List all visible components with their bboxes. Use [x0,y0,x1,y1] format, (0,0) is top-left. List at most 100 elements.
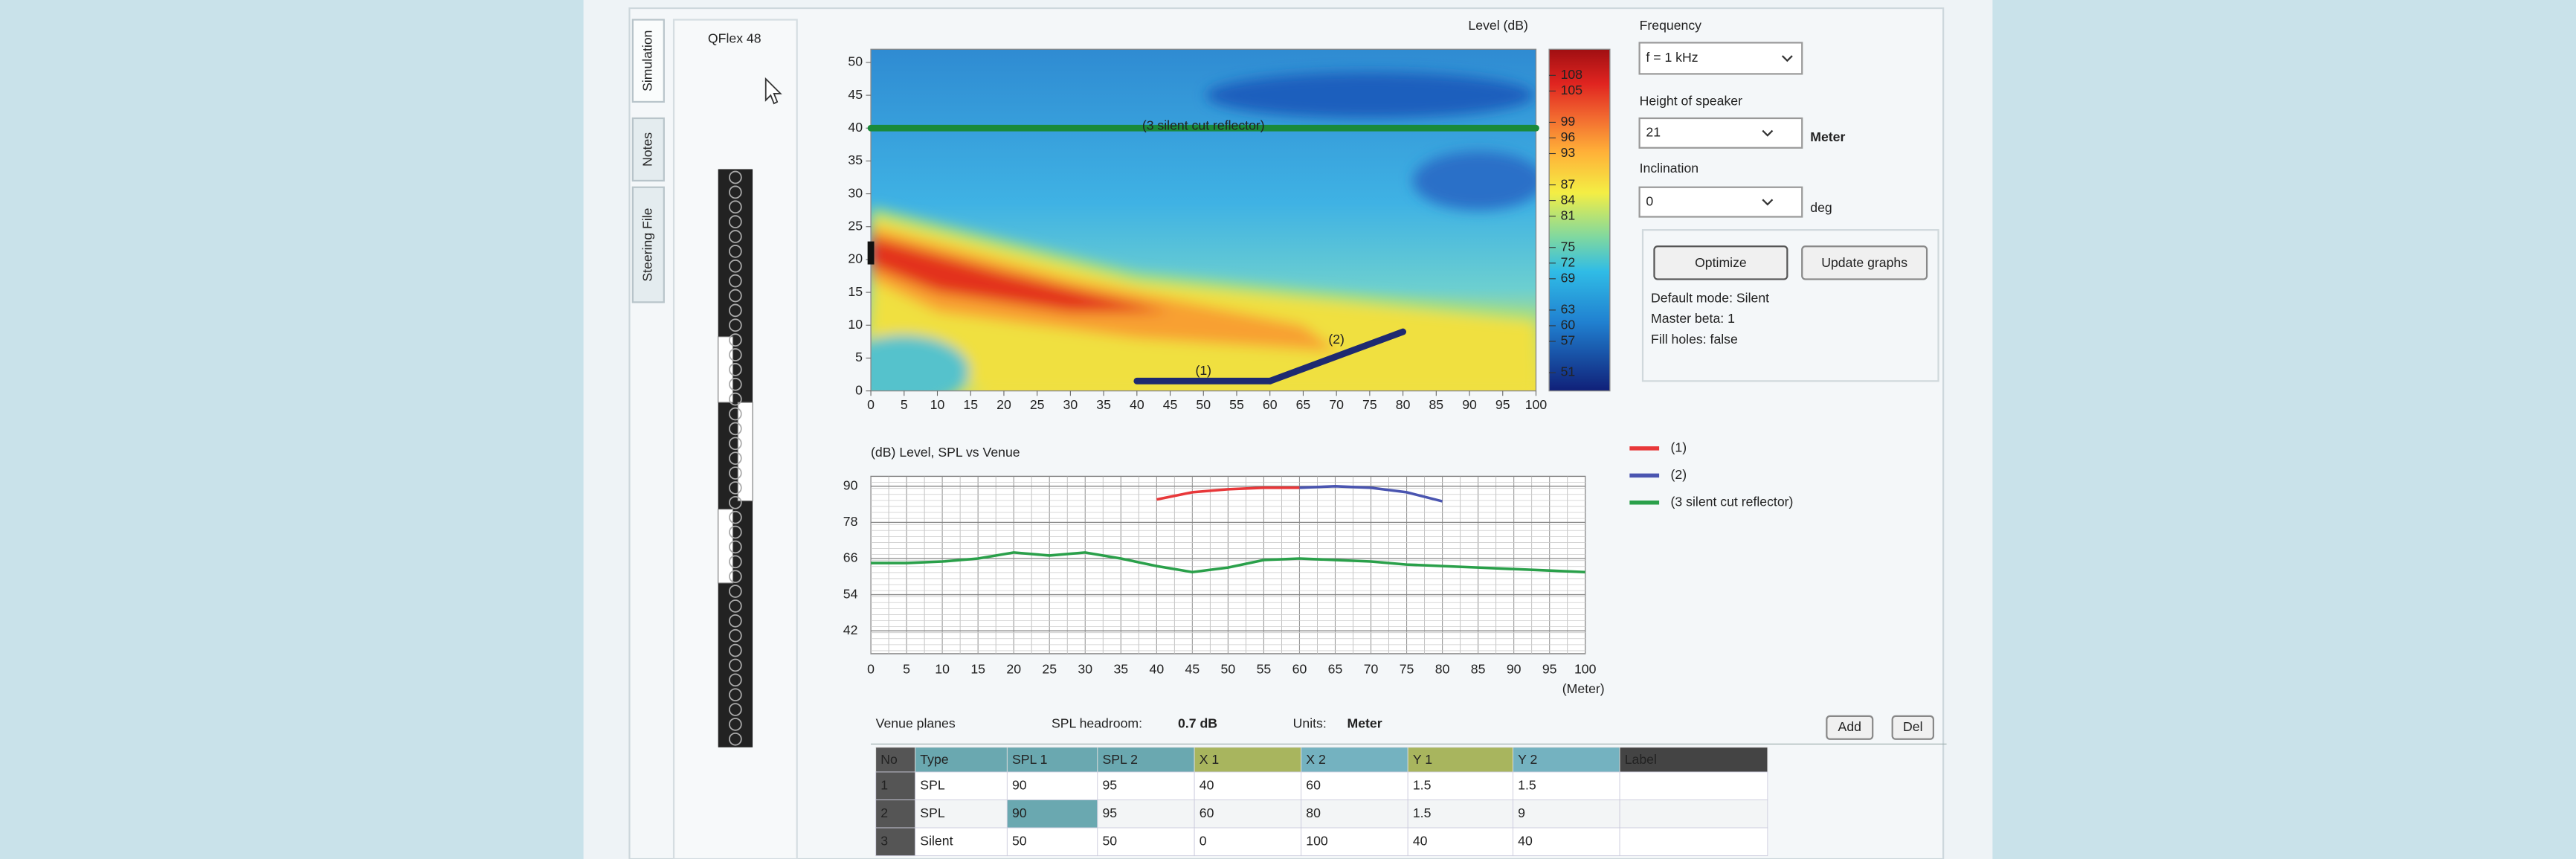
tab[interactable] [631,117,665,182]
x-tick-label: 35 [1096,397,1111,412]
x-tick-label: 30 [1063,397,1078,412]
speaker-driver [729,274,742,288]
speaker-driver [729,303,742,318]
speaker-driver [729,614,742,628]
inclination-input[interactable] [1638,186,1803,218]
x-tick-label: 45 [1163,397,1178,412]
speaker-driver [729,540,742,554]
table-cell[interactable] [915,800,1008,829]
table-cell[interactable] [1619,771,1768,800]
tab-label: Steering File [640,207,654,281]
speaker-driver [729,200,742,214]
status-text: Master beta: 1 [1651,311,1735,326]
table-cell[interactable] [1407,800,1513,829]
x-tick-label: 50 [1196,397,1211,412]
x-tick-label: 80 [1396,397,1411,412]
dropdown-arrow [1762,129,1774,137]
optimize-button[interactable] [1653,245,1788,280]
table-cell[interactable] [1097,800,1195,829]
speaker-driver [729,245,742,258]
unit: Meter [1810,129,1845,144]
table-cell[interactable] [1301,827,1408,857]
y-tick-label: 78 [843,514,858,529]
input-value: 21 [1646,125,1661,140]
speaker-driver [729,318,742,332]
table-cell-text: 60 [1200,805,1214,820]
speaker-driver [729,377,742,391]
x-tick-label: 20 [1006,662,1021,677]
speaker-driver [729,732,742,746]
x-tick-label: 95 [1542,662,1557,677]
series-line [1156,486,1300,501]
x-tick-label: 40 [1130,397,1144,412]
speaker-driver [729,555,742,569]
status-text: Default mode: Silent [1651,291,1769,306]
table-cell[interactable] [1513,800,1620,829]
table-cell-text: 40 [1413,833,1428,848]
label: Inclination [1640,161,1699,176]
speaker-driver [729,718,742,731]
x-tick-label: 65 [1296,397,1311,412]
table-cell[interactable] [1006,827,1098,857]
height-input[interactable] [1638,117,1803,149]
speaker-gap [718,336,734,403]
table-cell[interactable] [915,771,1008,800]
speaker-driver [729,259,742,273]
frequency-dropdown[interactable] [1638,42,1803,75]
venue-plane [1266,328,1407,385]
del-button[interactable] [1891,715,1935,740]
table-cell[interactable] [1513,827,1620,857]
y-tick-label: 45 [848,87,863,102]
x-tick-label: 5 [901,397,908,412]
table-cell[interactable] [1619,827,1768,857]
colorbar-label: 69 [1561,270,1576,285]
table-cell-text: SPL [920,805,945,820]
table-cell[interactable] [1194,771,1302,800]
x-tick-label: 65 [1328,662,1343,677]
column-header-label: SPL 1 [1012,752,1047,767]
table-cell[interactable] [1619,800,1768,829]
y-tick-label: 66 [843,550,858,565]
y-tick-label: 40 [848,120,863,135]
speaker-driver [729,703,742,716]
x-tick-label: 70 [1329,397,1344,412]
x-tick-label: 85 [1429,397,1443,412]
speaker-driver [729,628,742,643]
table-cell[interactable] [1407,827,1513,857]
speaker-driver [729,481,742,495]
table-cell-text: 40 [1518,833,1533,848]
x-tick-label: 55 [1229,397,1244,412]
speaker-driver [729,658,742,672]
label: Height of speaker [1640,94,1743,109]
section-title: Venue planes [876,716,956,731]
table-cell-text: 40 [1200,777,1214,792]
table-cell[interactable] [1194,827,1302,857]
column-header [915,747,1008,773]
venue-label: (1) [1195,363,1211,378]
x-tick-label: 15 [970,662,985,677]
tab[interactable] [631,19,665,103]
table-cell-text: 60 [1306,777,1321,792]
table-cell-text: 9 [1518,805,1525,820]
x-tick-label: 60 [1263,397,1278,412]
y-tick-label: 15 [848,284,863,299]
x-tick-label: 40 [1150,662,1165,677]
table-cell-text: 50 [1012,833,1027,848]
update-graphs-button[interactable] [1801,245,1928,280]
table-cell[interactable] [1097,771,1195,800]
speaker-marker [867,241,875,265]
headroom-value: 0.7 dB [1178,716,1217,731]
table-cell[interactable] [1301,771,1408,800]
table-cell[interactable] [1194,800,1302,829]
x-tick-label: 25 [1030,397,1045,412]
table-cell[interactable] [1006,800,1098,829]
label: SPL headroom: [1052,716,1142,731]
column-header [1407,747,1513,773]
colorbar-label: 99 [1561,114,1576,129]
table-cell-text: 3 [880,833,888,848]
x-tick-label: 50 [1221,662,1236,677]
table-cell[interactable] [1097,827,1195,857]
tab[interactable] [631,186,665,303]
add-button[interactable] [1826,715,1874,740]
